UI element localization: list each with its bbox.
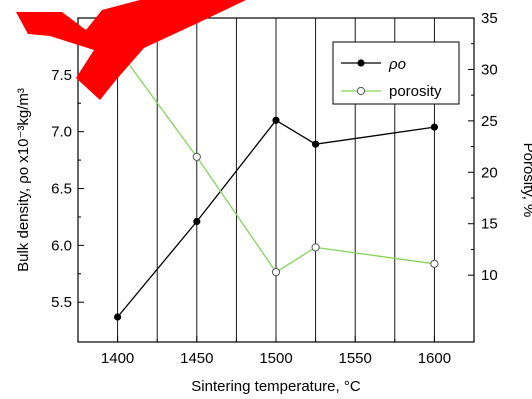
data-point-series-0	[114, 313, 122, 321]
y-axis-title-left: Bulk density, ρo x10⁻³kg/m³	[15, 88, 32, 272]
series-layer	[113, 44, 439, 321]
legend-label-porosity: porosity	[389, 83, 442, 100]
data-point-series-0	[312, 140, 320, 148]
x-tick-label: 1600	[418, 350, 451, 367]
x-axis-title: Sintering temperature, °C	[191, 378, 361, 395]
data-point-series-0	[193, 217, 201, 226]
y-right-tick-label: 10	[481, 267, 498, 284]
axis-ticks: 1400 1450 1500 1550 1600 5.5 6.0 6.5 7.0 7.5 10 15 2…	[51, 10, 498, 367]
data-point-series-1	[192, 152, 201, 161]
x-tick-label: 1400	[101, 350, 134, 367]
y-right-tick-label: 25	[481, 113, 498, 130]
y-right-tick-label: 30	[481, 61, 498, 78]
y-axis-title-right: Porosity, %	[520, 143, 532, 218]
y-left-tick-label: 5.5	[51, 294, 72, 311]
data-point-series-1	[311, 243, 320, 252]
legend-marker-density	[357, 59, 365, 67]
data-point-series-1	[271, 267, 281, 277]
legend-box	[332, 41, 460, 105]
data-point-series-0	[272, 116, 280, 124]
legend-marker-porosity	[356, 86, 366, 96]
x-tick-label: 1500	[259, 350, 292, 367]
y-right-tick-label: 15	[481, 216, 498, 233]
legend-label-density: ρo	[388, 56, 406, 73]
y-left-tick-label: 6.5	[51, 181, 72, 198]
data-point-series-0	[430, 123, 438, 131]
y-left-tick-label: 7.5	[51, 67, 72, 84]
x-tick-label: 1450	[180, 350, 213, 367]
red-scribble-annotation	[16, 0, 246, 100]
legend: ρo porosity	[332, 41, 460, 105]
x-tick-label: 1550	[339, 350, 372, 367]
y-right-tick-label: 35	[481, 10, 498, 27]
y-left-tick-label: 6.0	[51, 237, 72, 254]
data-point-series-1	[430, 259, 439, 268]
y-right-tick-label: 20	[481, 164, 498, 181]
y-left-tick-label: 7.0	[51, 124, 72, 141]
